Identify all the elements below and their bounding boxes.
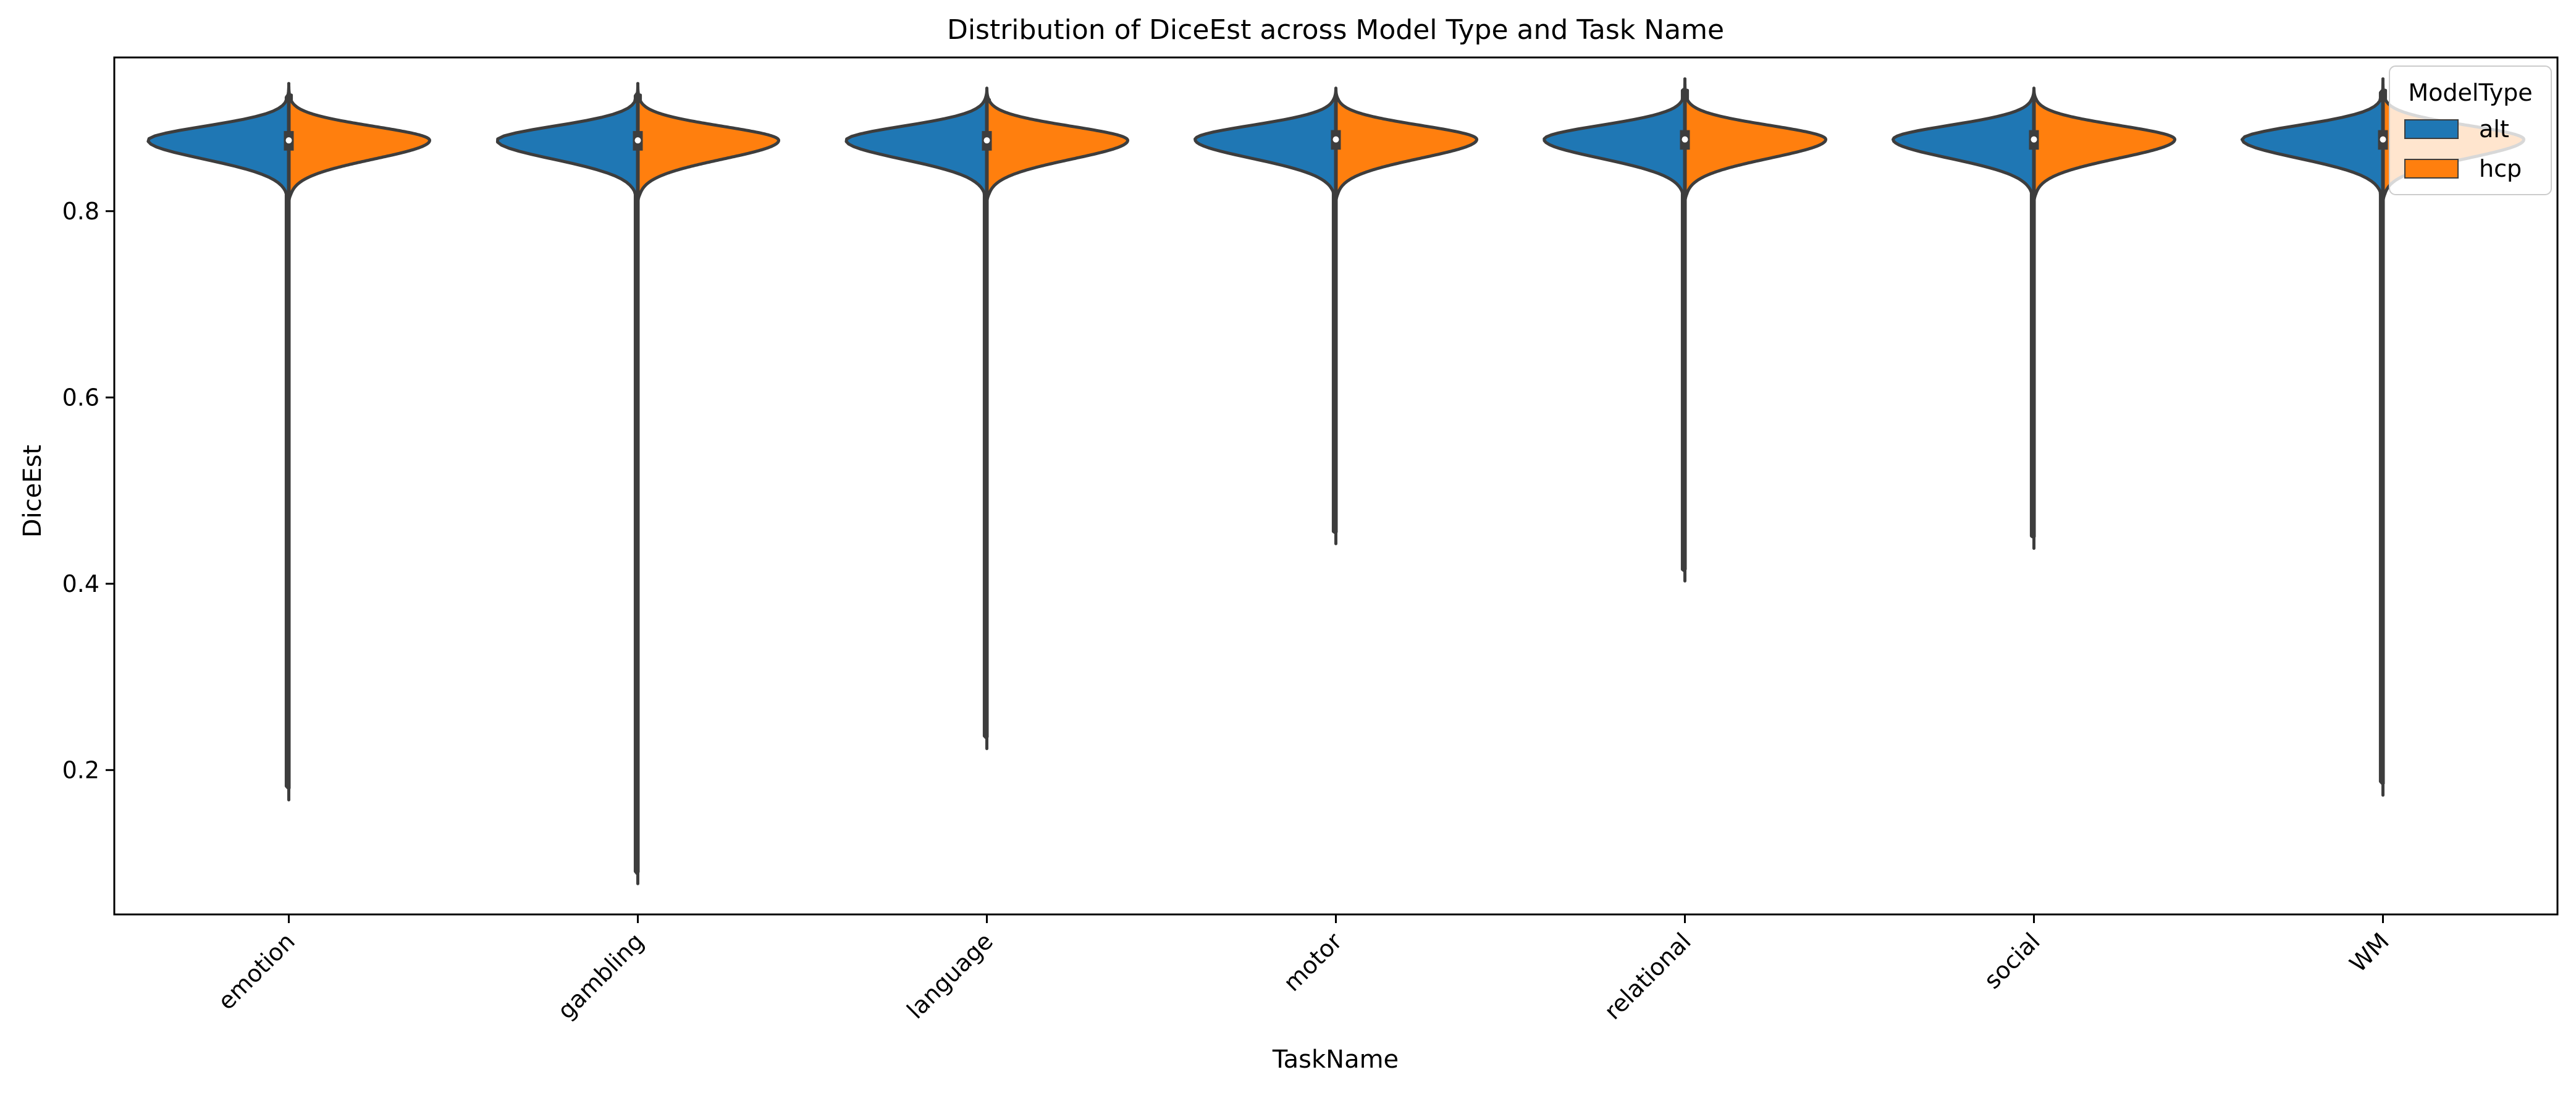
y-tick-label: 0.8 bbox=[62, 198, 99, 225]
median-marker-relational bbox=[1682, 136, 1688, 143]
violin-alt-relational bbox=[1543, 77, 1686, 583]
violin-alt-motor bbox=[1193, 87, 1337, 546]
violin-alt-language bbox=[844, 87, 988, 751]
median-marker-language bbox=[983, 137, 990, 144]
y-axis: 0.2 0.4 0.6 0.8 bbox=[62, 198, 114, 783]
violin-alt-gambling bbox=[495, 82, 639, 885]
violin-alt-social bbox=[1892, 87, 2035, 550]
legend-label-hcp: hcp bbox=[2479, 155, 2522, 182]
y-tick-label: 0.4 bbox=[62, 570, 99, 597]
y-axis-label: DiceEst bbox=[19, 445, 47, 538]
legend-swatch-alt bbox=[2404, 119, 2459, 139]
y-tick-label: 0.2 bbox=[62, 756, 99, 783]
violin-hcp-motor bbox=[1334, 87, 1478, 206]
violin-hcp-emotion bbox=[287, 82, 431, 206]
legend-swatch-hcp bbox=[2404, 159, 2459, 179]
violin-alt-wm bbox=[2241, 77, 2384, 797]
axes-frame bbox=[113, 56, 2559, 916]
median-marker-emotion bbox=[285, 137, 292, 144]
violin-hcp-relational bbox=[1683, 77, 1827, 206]
x-axis-label: TaskName bbox=[1272, 1045, 1399, 1074]
chart-title: Distribution of DiceEst across Model Typ… bbox=[947, 14, 1724, 46]
median-marker-motor bbox=[1332, 136, 1339, 143]
violin-alt-emotion bbox=[146, 82, 290, 802]
legend-label-alt: alt bbox=[2479, 116, 2509, 143]
plot-area bbox=[146, 77, 2525, 885]
median-marker-social bbox=[2031, 136, 2037, 143]
median-marker-gambling bbox=[634, 137, 641, 144]
legend: ModelType alt hcp bbox=[2389, 65, 2552, 195]
violin-hcp-gambling bbox=[636, 82, 780, 206]
violin-hcp-social bbox=[2032, 87, 2176, 206]
y-tick-label: 0.6 bbox=[62, 384, 99, 411]
violin-hcp-language bbox=[985, 87, 1129, 206]
legend-title: ModelType bbox=[2408, 79, 2532, 106]
median-marker-wm bbox=[2380, 136, 2386, 143]
